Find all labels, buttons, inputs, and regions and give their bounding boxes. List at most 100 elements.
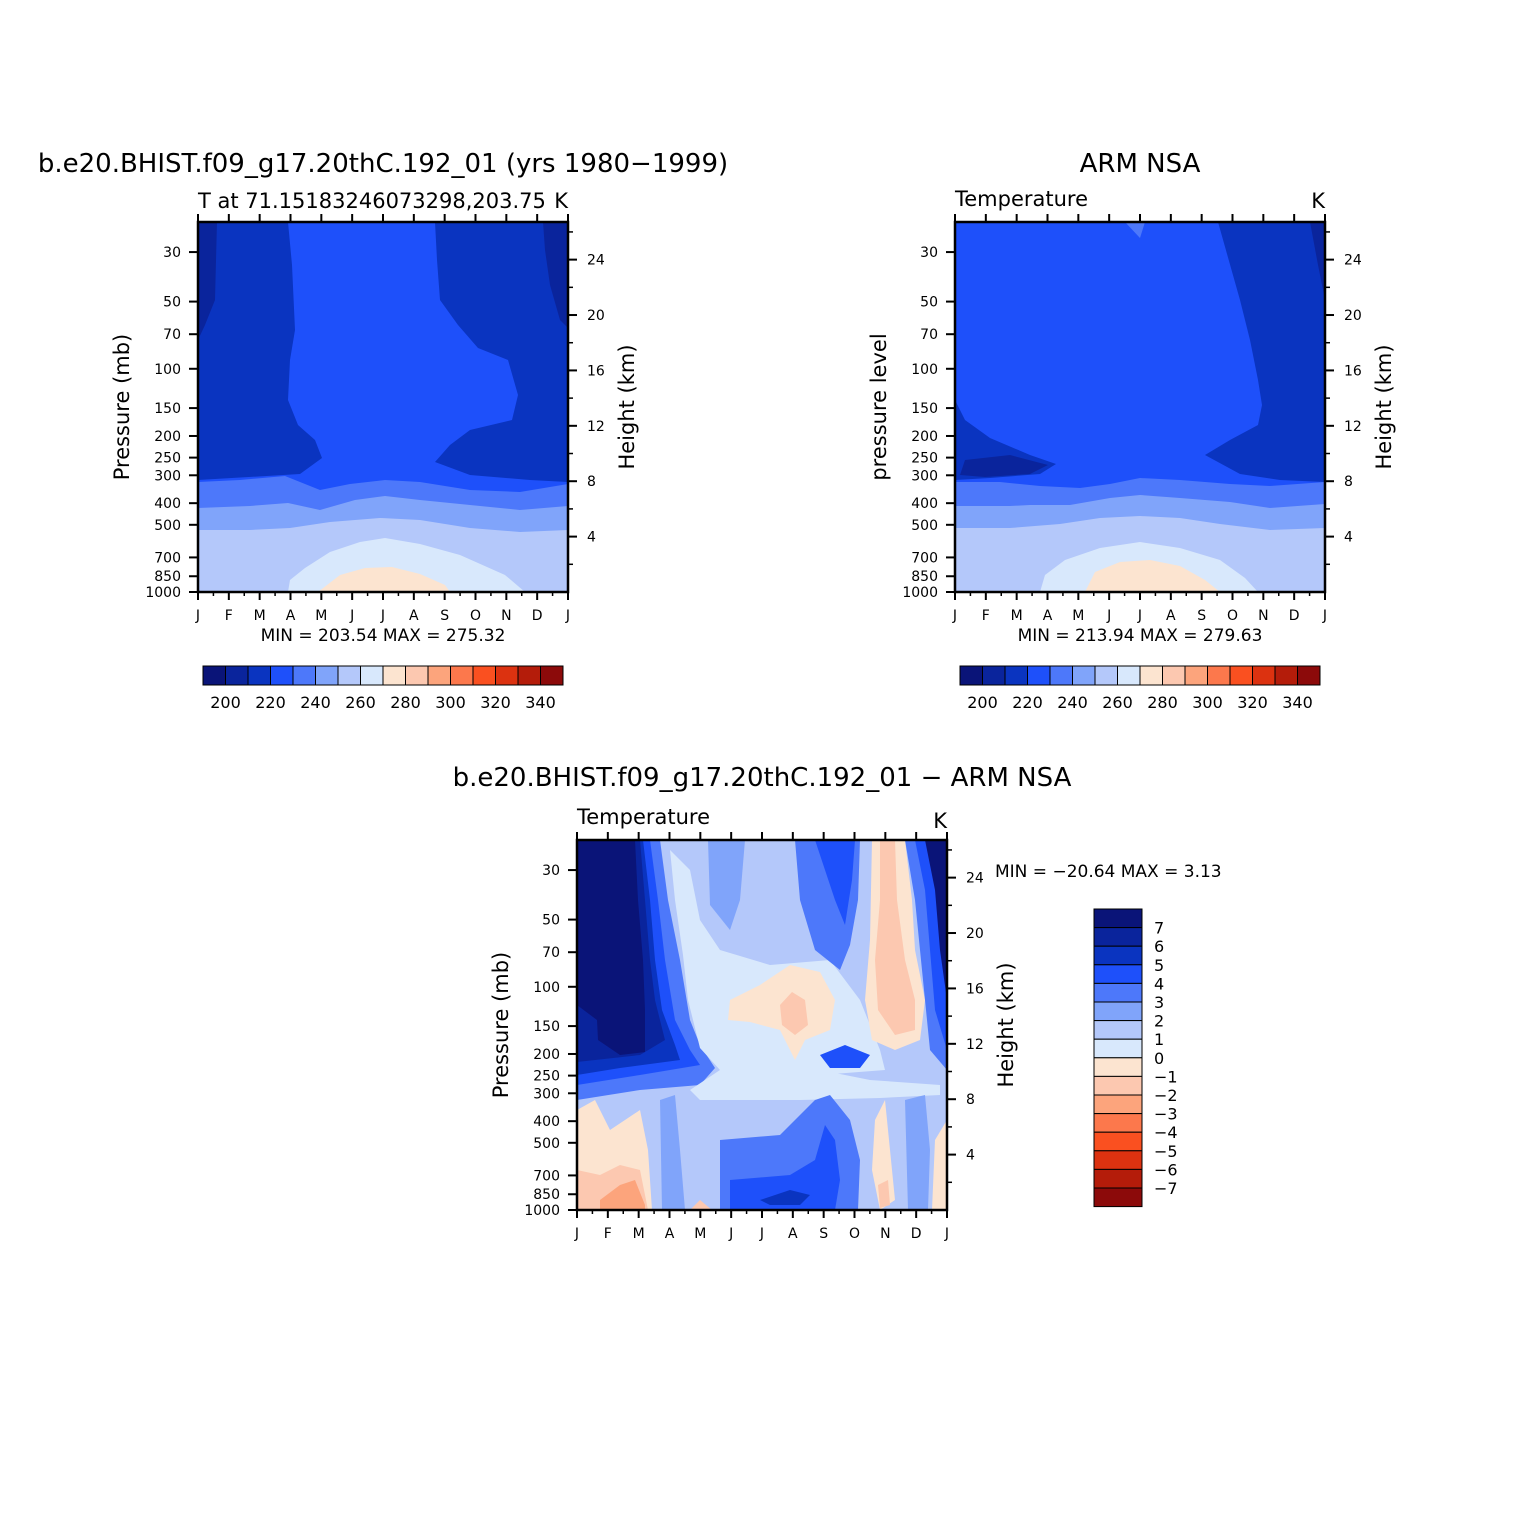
colorbar-swatch — [315, 665, 339, 686]
colorbar-label: 200 — [967, 693, 998, 712]
region-lower-warm-r — [872, 1100, 895, 1210]
region-coldest-right — [543, 222, 568, 328]
colorbar-swatch — [247, 665, 271, 686]
x-tick-label: A — [1043, 608, 1053, 624]
panel-model-minmax: MIN = 203.54 MAX = 275.32 — [261, 626, 506, 646]
p-tick-label: 1000 — [145, 585, 181, 601]
colorbar-label: 260 — [1102, 693, 1133, 712]
colorbar-swatch — [1093, 1075, 1143, 1096]
panel-obs-minmax: MIN = 213.94 MAX = 279.63 — [1018, 626, 1263, 646]
colorbar-swatch — [1139, 665, 1163, 686]
z-tick-label: 8 — [966, 1092, 975, 1108]
panel-diff-ylabel: Pressure (mb) — [489, 952, 513, 1099]
region-right-cold3 — [925, 840, 947, 1000]
p-tick-label: 500 — [911, 518, 938, 534]
x-tick-label: J — [952, 608, 957, 624]
x-tick-label: S — [440, 608, 449, 624]
colorbar-swatch — [337, 665, 361, 686]
region-warm — [1085, 560, 1220, 592]
p-tick-label: 150 — [911, 401, 938, 417]
colorbar-label: 340 — [525, 693, 556, 712]
panel-model: b.e20.BHIST.f09_g17.20thC.192_01 (yrs 19… — [38, 149, 728, 712]
panel-model-ylabel-right: Height (km) — [615, 344, 639, 469]
colorbar-swatch — [1093, 1001, 1143, 1022]
p-tick-label: 850 — [154, 569, 181, 585]
region-cold-right — [1205, 222, 1325, 482]
p-tick-label: 70 — [542, 945, 560, 961]
x-tick-label: J — [349, 608, 354, 624]
colorbar-label: 240 — [1057, 693, 1088, 712]
region-blob-blue — [820, 1045, 870, 1068]
p-tick-label: 700 — [154, 550, 181, 566]
x-tick-label: J — [1322, 608, 1327, 624]
p-tick-label: 50 — [163, 295, 181, 311]
panel-model-ylabel: Pressure (mb) — [110, 334, 134, 481]
region-cap — [1125, 222, 1145, 238]
p-tick-label: 150 — [533, 1019, 560, 1035]
z-tick-label: 8 — [587, 474, 596, 490]
p-tick-label: 150 — [154, 401, 181, 417]
panel-diff-minmax: MIN = −20.64 MAX = 3.13 — [995, 862, 1222, 882]
x-tick-label: N — [880, 1226, 890, 1242]
colorbar-swatch — [495, 665, 519, 686]
colorbar-swatch — [1093, 945, 1143, 966]
p-tick-label: 200 — [533, 1047, 560, 1063]
colorbar-swatch — [270, 665, 294, 686]
p-tick-label: 100 — [533, 980, 560, 996]
panel-diff-title: b.e20.BHIST.f09_g17.20thC.192_01 − ARM N… — [453, 763, 1072, 793]
x-tick-label: F — [604, 1226, 612, 1242]
region-mid-band — [690, 1065, 940, 1100]
region-lower-strip2 — [905, 1095, 930, 1210]
region-right-warm2 — [875, 840, 915, 1035]
colorbar-label: 220 — [1012, 693, 1043, 712]
p-tick-label: 300 — [154, 468, 181, 484]
p-tick-label: 300 — [911, 468, 938, 484]
colorbar-label: −7 — [1154, 1179, 1178, 1198]
z-tick-label: 20 — [1344, 308, 1362, 324]
colorbar-label: −1 — [1154, 1067, 1178, 1086]
colorbar-swatch — [1072, 665, 1096, 686]
x-tick-label: O — [470, 608, 481, 624]
colorbar-swatch — [1207, 665, 1231, 686]
panel-model-subtitle: T at 71.15183246073298,203.75 — [197, 189, 546, 213]
x-tick-label: J — [565, 608, 570, 624]
colorbar-swatch — [1093, 1057, 1143, 1077]
z-tick-label: 12 — [1344, 419, 1362, 435]
colorbar-label: 300 — [1192, 693, 1223, 712]
x-tick-label: D — [911, 1226, 922, 1242]
x-tick-label: J — [380, 608, 385, 624]
p-tick-label: 850 — [911, 569, 938, 585]
colorbar-swatch — [1093, 1168, 1143, 1189]
colorbar-swatch — [1093, 964, 1143, 984]
z-tick-label: 20 — [587, 308, 605, 324]
colorbar-label: 2 — [1154, 1012, 1164, 1031]
x-tick-label: J — [195, 608, 200, 624]
z-tick-label: 20 — [966, 926, 984, 942]
colorbar-swatch — [1117, 665, 1141, 686]
x-tick-label: J — [759, 1226, 764, 1242]
colorbar-label: 200 — [210, 693, 241, 712]
x-tick-label: M — [254, 608, 266, 624]
x-tick-label: D — [1289, 608, 1300, 624]
region-left-core — [577, 840, 645, 1055]
p-tick-label: 30 — [163, 245, 181, 261]
z-tick-label: 4 — [966, 1148, 975, 1164]
x-tick-label: J — [1137, 608, 1142, 624]
x-tick-label: F — [982, 608, 990, 624]
colorbar-swatch — [1093, 1187, 1143, 1208]
colorbar-swatch — [1093, 1020, 1143, 1040]
colorbar-swatch — [1093, 1150, 1143, 1170]
colorbar-label: 3 — [1154, 993, 1164, 1012]
colorbar-label: 320 — [1237, 693, 1268, 712]
x-tick-label: J — [1106, 608, 1111, 624]
x-tick-label: A — [788, 1226, 798, 1242]
colorbar-swatch — [1229, 665, 1253, 686]
x-tick-label: M — [315, 608, 327, 624]
panel-obs-ylabel-right: Height (km) — [1372, 344, 1396, 469]
x-tick-label: N — [501, 608, 511, 624]
colorbar-swatch — [405, 665, 429, 686]
colorbar-swatch — [1252, 665, 1276, 686]
